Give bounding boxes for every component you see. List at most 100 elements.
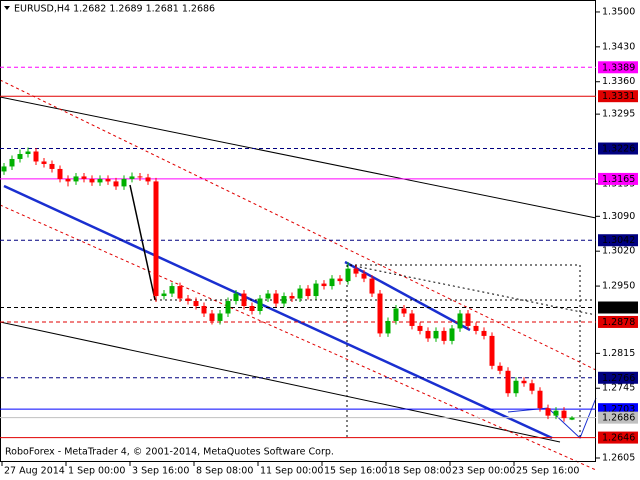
level-label: 1.3226 [602, 144, 635, 155]
candle-body [425, 330, 431, 339]
candle-body [513, 380, 519, 394]
level-label: 1.3389 [602, 62, 635, 73]
level-tag [598, 301, 638, 314]
candle-body [473, 325, 479, 331]
candle-body [185, 298, 191, 302]
candle-body [417, 325, 423, 331]
candle-body [41, 161, 47, 164]
level-tag [598, 172, 638, 185]
trendline [3, 184, 553, 440]
level-tag [598, 411, 638, 424]
candle-body [321, 283, 327, 287]
candle-body [353, 268, 359, 274]
y-tick-label: 1.3430 [602, 41, 635, 52]
candle-body [521, 380, 527, 384]
candle-body [273, 293, 279, 304]
candle-body [569, 417, 575, 420]
candle-body [49, 163, 55, 169]
candle-body [553, 410, 559, 416]
candle-body [177, 286, 183, 299]
level-label: 1.2766 [602, 373, 635, 384]
candle-body [17, 154, 23, 159]
x-tick-label: 23 Sep 00:00 [452, 466, 515, 477]
plot-frame [0, 0, 596, 462]
y-tick-label: 1.3020 [602, 246, 635, 257]
candle-body [401, 308, 407, 314]
level-tag [598, 315, 638, 328]
candle-body [545, 408, 551, 416]
candle-body [289, 296, 295, 299]
x-tick-label: 1 Sep 00:00 [68, 466, 125, 477]
candle-body [409, 313, 415, 326]
chart-title: EURUSD,H4 1.2682 1.2689 1.2681 1.2686 [14, 4, 215, 15]
candle-body [497, 365, 503, 371]
candle-body [481, 330, 487, 336]
trendlines [0, 79, 597, 471]
level-label: 1.3165 [602, 174, 635, 185]
candle-body [81, 176, 87, 179]
x-tick-label: 3 Sep 16:00 [132, 466, 189, 477]
x-tick-label: 11 Sep 00:00 [260, 466, 323, 477]
candle-body [529, 383, 535, 391]
candle-body [1, 166, 7, 172]
level-tag [598, 61, 638, 74]
candle-body [73, 176, 79, 182]
candle-body [313, 283, 319, 297]
candle-body [113, 181, 119, 187]
candle-body [193, 301, 199, 307]
level-label: 1.3042 [602, 235, 635, 246]
x-tick-label: 15 Sep 16:00 [324, 466, 387, 477]
y-tick-label: 1.3090 [602, 211, 635, 222]
y-tick-label: 1.3360 [602, 76, 635, 87]
level-label: 1.3331 [602, 91, 635, 102]
candle-body [457, 313, 463, 329]
candle-body [393, 308, 399, 321]
level-tag [598, 234, 638, 247]
level-label: 1.2703 [602, 404, 635, 415]
candle-body [265, 293, 271, 299]
candle-body [9, 158, 15, 167]
candle-body [297, 288, 303, 299]
candle-body [217, 313, 223, 321]
candle-body [241, 293, 247, 307]
trendline [0, 321, 561, 443]
candle-body [233, 293, 239, 302]
level-tag [598, 90, 638, 103]
level-tag [598, 431, 638, 444]
candle-body [305, 288, 311, 297]
candle-body [441, 330, 447, 341]
x-tick-label: 27 Aug 2014 [4, 466, 65, 477]
candle-body [433, 330, 439, 339]
x-tick-label: 25 Sep 16:00 [516, 466, 579, 477]
x-tick-label: 18 Sep 08:00 [388, 466, 451, 477]
x-tick-label: 8 Sep 08:00 [196, 466, 253, 477]
candle-body [537, 390, 543, 409]
candle-body [145, 177, 151, 182]
candle-body [385, 320, 391, 334]
candle-body [201, 306, 207, 314]
footer: RoboForex - MetaTrader 4, © 2001-2014, M… [5, 447, 334, 458]
level-label: 1.2646 [602, 433, 635, 444]
candle-body [89, 178, 95, 183]
candle-body [257, 298, 263, 311]
y-tick-label: 1.2950 [602, 281, 635, 292]
candle-body [57, 168, 63, 179]
candle-body [465, 313, 471, 326]
candle-body [281, 296, 287, 304]
candle-body [329, 278, 335, 287]
level-label: 1.2686 [602, 413, 635, 424]
level-label: 1.2878 [602, 317, 635, 328]
level-label: 1.2907 [602, 303, 635, 314]
candle-body [489, 335, 495, 366]
y-tick-label: 1.3295 [602, 109, 635, 120]
candle-body [209, 313, 215, 321]
trendline [0, 79, 597, 371]
trendline [344, 260, 471, 332]
level-tag [598, 142, 638, 155]
candle-body [121, 178, 127, 187]
candle-body [105, 178, 111, 182]
trendline [129, 184, 156, 301]
candle-body [33, 151, 39, 162]
trendline [0, 204, 597, 471]
